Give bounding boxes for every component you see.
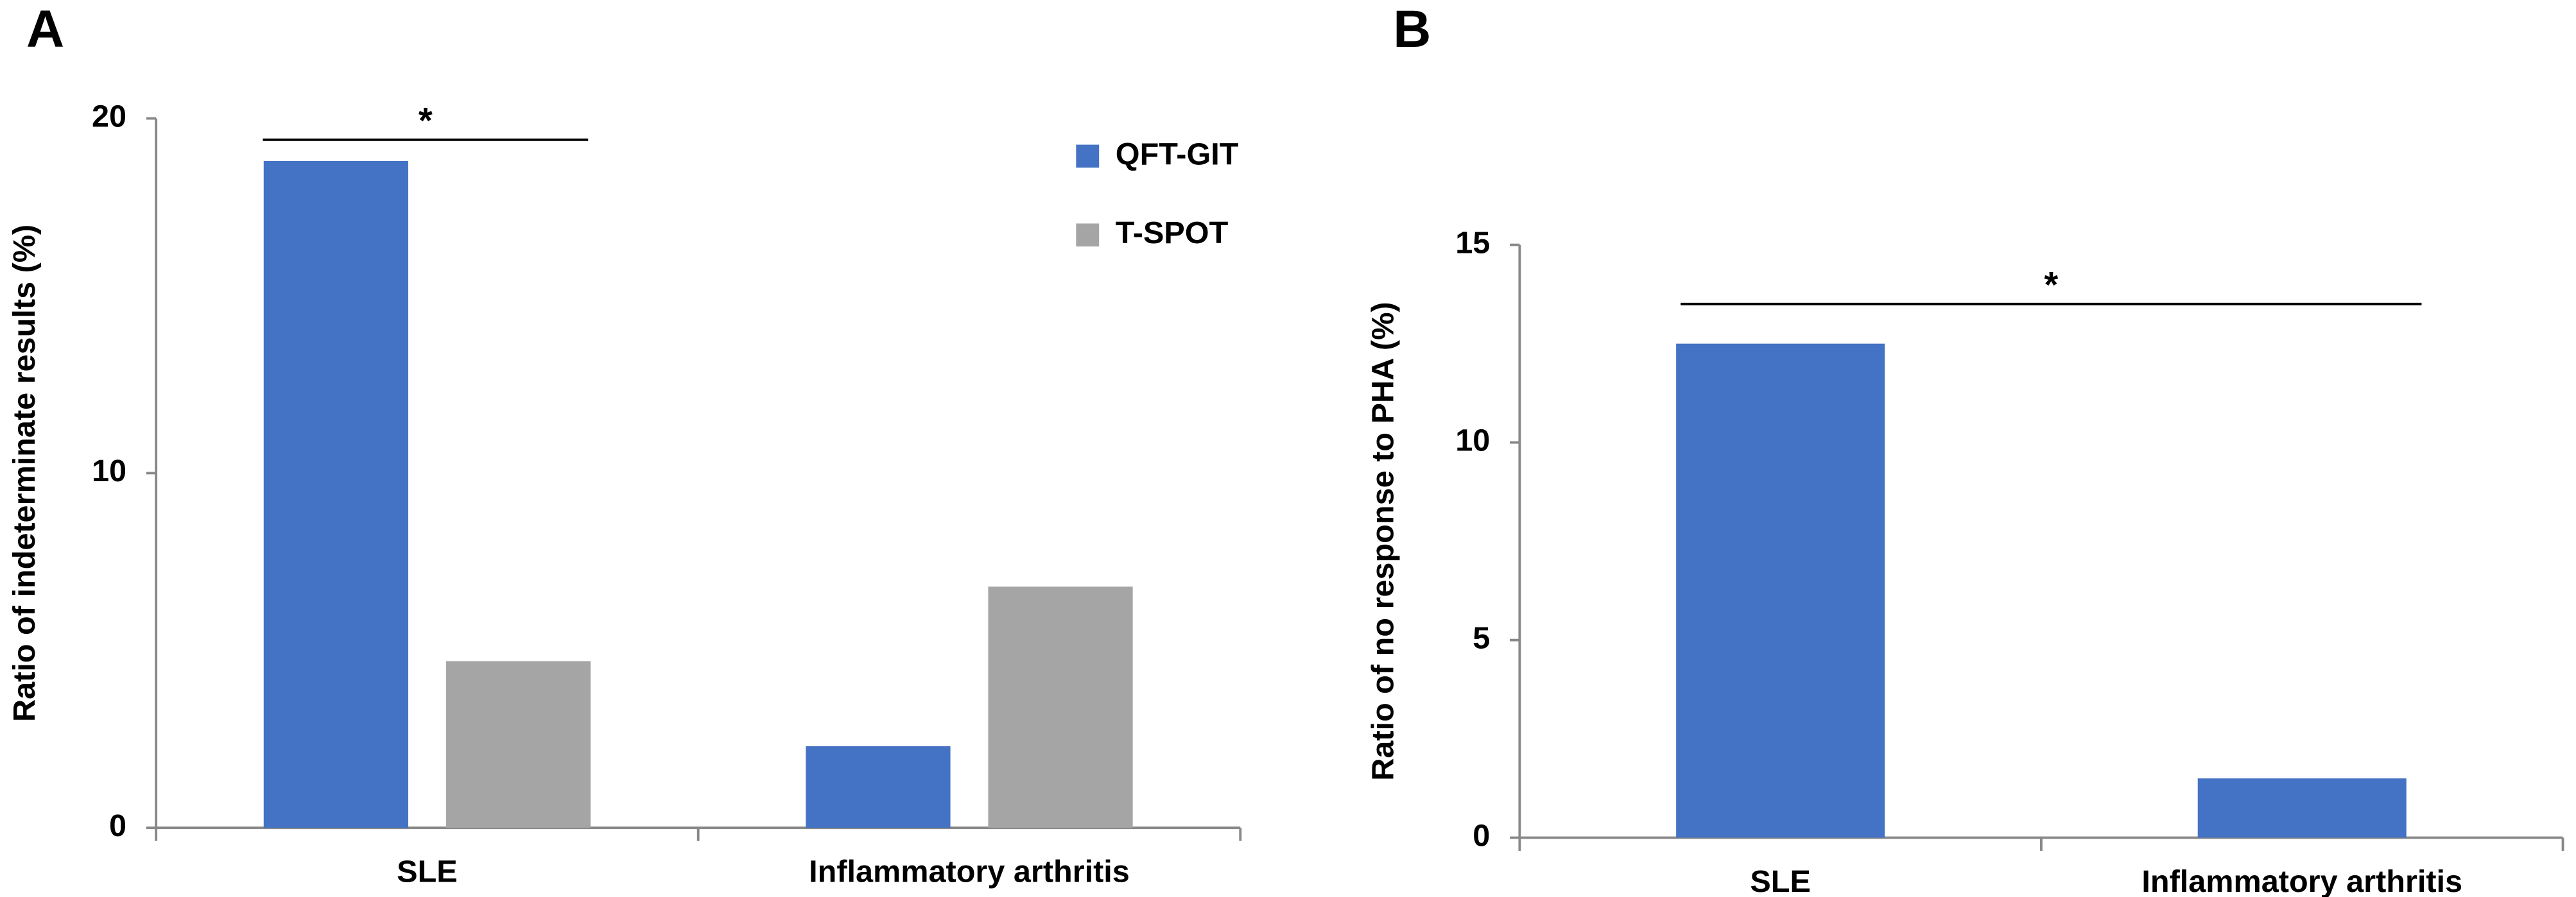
- y-tick-label: 15: [1455, 225, 1490, 260]
- y-tick-label: 5: [1473, 620, 1490, 655]
- significance-star: *: [2044, 264, 2058, 305]
- y-tick-label: 20: [92, 99, 126, 133]
- bar: [1676, 343, 1885, 838]
- bar: [2197, 778, 2407, 838]
- x-tick-label: Inflammatory arthritis: [2141, 864, 2462, 897]
- x-tick-label: Inflammatory arthritis: [809, 855, 1130, 889]
- legend-label: QFT-GIT: [1116, 137, 1239, 171]
- bar: [806, 746, 951, 828]
- significance-star: *: [419, 100, 433, 141]
- legend-swatch: [1076, 223, 1100, 247]
- x-tick-label: SLE: [1750, 864, 1811, 897]
- bar: [988, 586, 1133, 828]
- y-tick-label: 10: [92, 454, 126, 488]
- bar: [445, 661, 591, 828]
- y-tick-label: 0: [109, 808, 126, 843]
- y-tick-label: 10: [1455, 423, 1490, 457]
- legend-label: T-SPOT: [1116, 216, 1229, 250]
- y-axis-title: Ratio of indeterminate results (%): [7, 225, 42, 722]
- x-tick-label: SLE: [397, 855, 458, 889]
- panel-label: A: [26, 0, 64, 58]
- y-axis-title: Ratio of no response to PHA (%): [1365, 302, 1400, 780]
- panel-label: B: [1393, 0, 1431, 58]
- bar: [263, 160, 408, 828]
- legend-swatch: [1076, 144, 1100, 168]
- y-tick-label: 0: [1473, 818, 1490, 853]
